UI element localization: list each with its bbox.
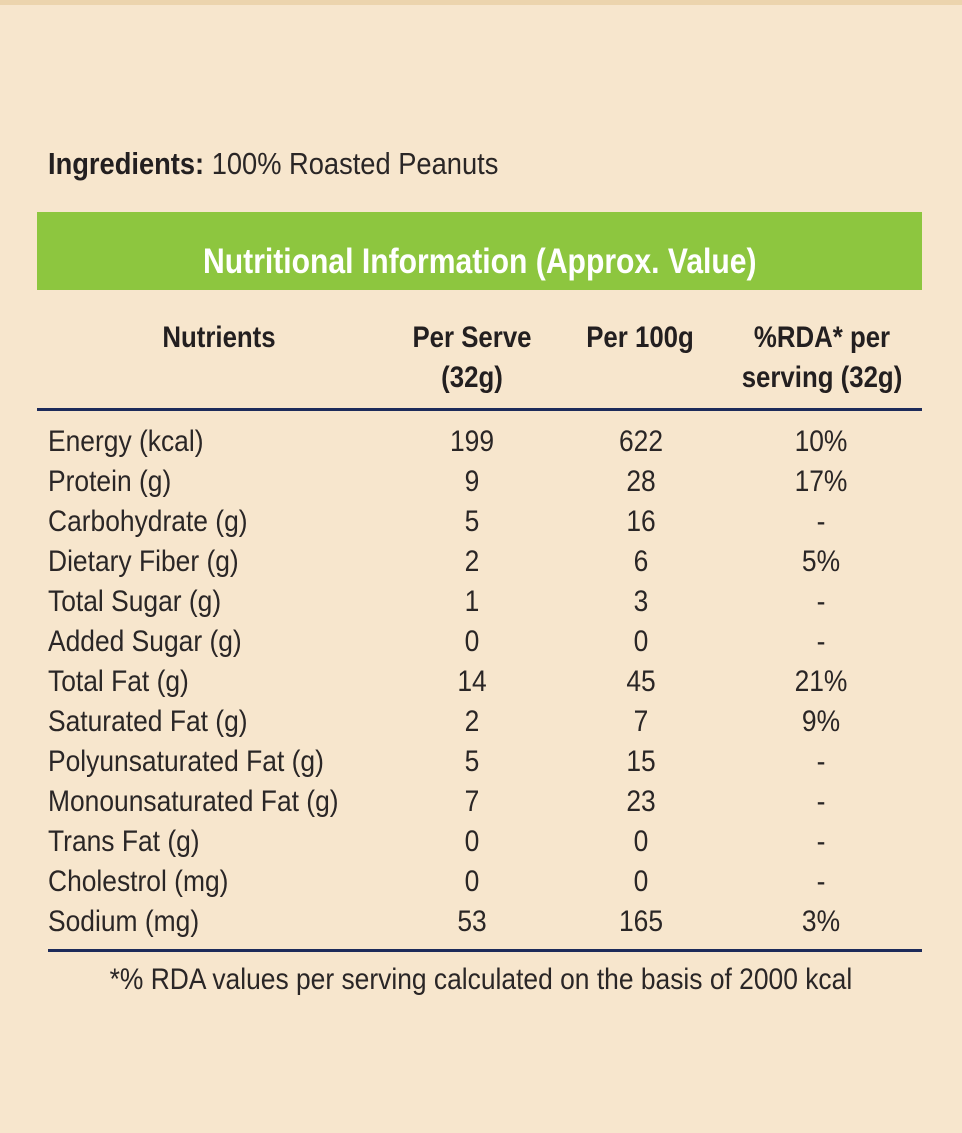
header-rda: %RDA* per serving (32g) (741, 321, 903, 394)
per-serve-value: 199 (449, 425, 495, 458)
table-row: Dietary Fiber (g) 2 6 5% (0, 542, 962, 582)
header-divider (37, 408, 922, 411)
nutrient-name: Energy (kcal) (48, 425, 204, 458)
nutrient-name: Polyunsaturated Fat (g) (48, 745, 324, 778)
rda-value: 21% (794, 665, 848, 698)
header-per-100g: Per 100g (586, 321, 694, 354)
nutrient-name: Saturated Fat (g) (48, 705, 248, 738)
per-serve-value: 1 (464, 585, 480, 618)
table-row: Sodium (mg) 53 165 3% (0, 902, 962, 942)
rda-value: 10% (794, 425, 848, 458)
rda-value: 5% (801, 545, 841, 578)
header-per-serve: Per Serve (32g) (412, 321, 532, 394)
rda-value: - (816, 505, 826, 538)
per-100g-value: 16 (626, 505, 656, 538)
nutrition-title-banner: Nutritional Information (Approx. Value) (37, 212, 922, 290)
table-row: Protein (g) 9 28 17% (0, 462, 962, 502)
nutrient-name: Total Fat (g) (48, 665, 189, 698)
nutrition-title: Nutritional Information (Approx. Value) (202, 242, 757, 281)
per-serve-value: 7 (464, 785, 480, 818)
table-row: Trans Fat (g) 0 0 - (0, 822, 962, 862)
rda-value: - (816, 785, 826, 818)
ingredients-line: Ingredients: 100% Roasted Peanuts (48, 144, 498, 184)
top-border-strip (0, 0, 962, 5)
per-100g-value: 165 (618, 905, 664, 938)
nutrient-name: Protein (g) (48, 465, 172, 498)
table-row: Energy (kcal) 199 622 10% (0, 422, 962, 462)
nutrient-name: Monounsaturated Fat (g) (48, 785, 339, 818)
table-row: Saturated Fat (g) 2 7 9% (0, 702, 962, 742)
per-100g-value: 622 (618, 425, 664, 458)
rda-value: 3% (801, 905, 841, 938)
rda-value: - (816, 865, 826, 898)
table-row: Cholestrol (mg) 0 0 - (0, 862, 962, 902)
table-row: Polyunsaturated Fat (g) 5 15 - (0, 742, 962, 782)
nutrient-name: Cholestrol (mg) (48, 865, 229, 898)
per-serve-value: 5 (464, 745, 480, 778)
rda-value: 9% (801, 705, 841, 738)
header-nutrients: Nutrients (162, 321, 276, 354)
rda-value: - (816, 625, 826, 658)
per-100g-value: 45 (626, 665, 656, 698)
per-serve-value: 9 (464, 465, 480, 498)
table-row: Monounsaturated Fat (g) 7 23 - (0, 782, 962, 822)
per-100g-value: 0 (633, 825, 649, 858)
nutrient-name: Added Sugar (g) (48, 625, 242, 658)
per-100g-value: 15 (626, 745, 656, 778)
table-row: Carbohydrate (g) 5 16 - (0, 502, 962, 542)
per-100g-value: 7 (633, 705, 649, 738)
nutrient-name: Carbohydrate (g) (48, 505, 248, 538)
rda-value: - (816, 745, 826, 778)
per-serve-value: 0 (464, 625, 480, 658)
footer-divider (48, 949, 922, 952)
per-serve-value: 53 (457, 905, 487, 938)
rda-value: 17% (794, 465, 848, 498)
rda-value: - (816, 585, 826, 618)
per-serve-value: 2 (464, 705, 480, 738)
nutrient-rows: Energy (kcal) 199 622 10% Protein (g) 9 28 17% C… (0, 422, 962, 942)
ingredients-value: 100% Roasted Peanuts (204, 146, 499, 181)
table-row: Total Fat (g) 14 45 21% (0, 662, 962, 702)
per-100g-value: 23 (626, 785, 656, 818)
ingredients-label: Ingredients: (48, 146, 205, 181)
nutrient-name: Sodium (mg) (48, 905, 200, 938)
per-serve-value: 2 (464, 545, 480, 578)
per-serve-value: 14 (457, 665, 487, 698)
per-100g-value: 28 (626, 465, 656, 498)
nutrient-name: Dietary Fiber (g) (48, 545, 239, 578)
table-row: Added Sugar (g) 0 0 - (0, 622, 962, 662)
table-row: Total Sugar (g) 1 3 - (0, 582, 962, 622)
per-100g-value: 0 (633, 625, 649, 658)
nutrient-name: Total Sugar (g) (48, 585, 222, 618)
per-serve-value: 5 (464, 505, 480, 538)
nutrient-name: Trans Fat (g) (48, 825, 200, 858)
per-100g-value: 3 (633, 585, 649, 618)
table-header-row: Nutrients Per Serve (32g) Per 100g %RDA*… (37, 318, 922, 408)
rda-footnote: *% RDA values per serving calculated on … (109, 963, 853, 996)
per-100g-value: 6 (633, 545, 649, 578)
per-serve-value: 0 (464, 825, 480, 858)
rda-value: - (816, 825, 826, 858)
per-100g-value: 0 (633, 865, 649, 898)
per-serve-value: 0 (464, 865, 480, 898)
